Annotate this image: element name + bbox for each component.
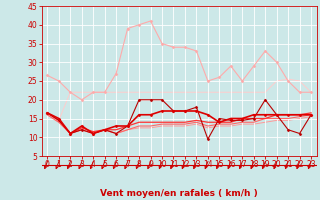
X-axis label: Vent moyen/en rafales ( km/h ): Vent moyen/en rafales ( km/h ) — [100, 189, 258, 198]
